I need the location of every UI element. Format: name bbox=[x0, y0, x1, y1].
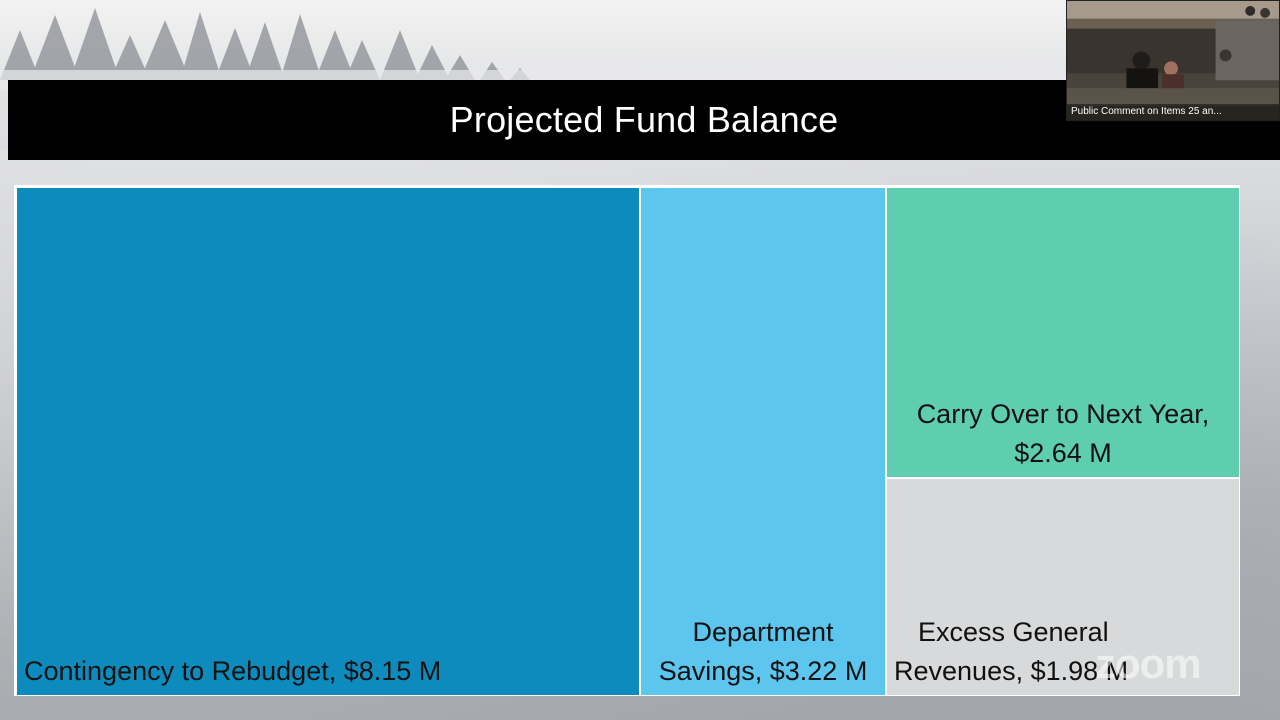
tile-label-line: Excess General bbox=[918, 617, 1109, 647]
tile-label-line: Department bbox=[692, 617, 834, 647]
tile-label-line: $2.64 M bbox=[1014, 438, 1112, 468]
slide-title: Projected Fund Balance bbox=[449, 99, 839, 140]
tile-label-excess-revenues: Excess General Revenues, $1.98 M bbox=[894, 613, 1239, 691]
tile-label-line: Carry Over to Next Year, bbox=[916, 399, 1210, 429]
treemap-tile-excess-revenues: Excess General Revenues, $1.98 M bbox=[886, 478, 1240, 696]
zoom-watermark: zoom bbox=[1095, 640, 1202, 687]
treemap-tile-contingency: Contingency to Rebudget, $8.15 M bbox=[16, 187, 640, 696]
video-caption: Public Comment on Items 25 an... bbox=[1067, 104, 1279, 120]
treemap-tile-department-savings: Department Savings, $3.22 M bbox=[640, 187, 886, 696]
tile-label-line: Revenues, $1.98 M bbox=[894, 656, 1129, 686]
treemap-tile-carry-over: Carry Over to Next Year, $2.64 M bbox=[886, 187, 1240, 478]
tile-label-line: Savings, $3.22 M bbox=[658, 656, 868, 686]
tile-label-carry-over: Carry Over to Next Year, $2.64 M bbox=[887, 395, 1239, 473]
tile-label-department-savings: Department Savings, $3.22 M bbox=[641, 613, 885, 691]
tile-label-contingency: Contingency to Rebudget, $8.15 M bbox=[24, 656, 442, 686]
treemap-chart: Contingency to Rebudget, $8.15 M Departm… bbox=[14, 185, 1240, 696]
meeting-room-scene bbox=[1067, 1, 1279, 120]
participant-video-thumbnail[interactable]: Public Comment on Items 25 an... bbox=[1066, 0, 1280, 121]
